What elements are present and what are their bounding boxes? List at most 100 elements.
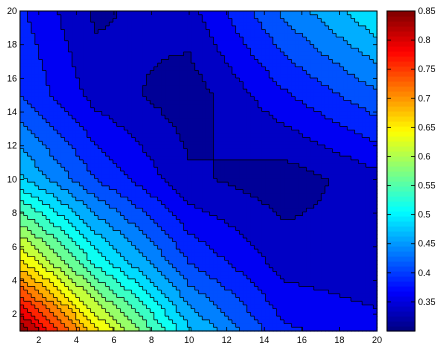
contour-cell (291, 77, 296, 83)
contour-cell (358, 141, 363, 146)
contour-cell (209, 96, 214, 101)
contour-cell (135, 126, 140, 131)
contour-cell (72, 25, 77, 31)
contour-cell (284, 152, 289, 157)
contour-cell (362, 182, 367, 187)
contour-cell (172, 200, 177, 206)
contour-cell (116, 48, 122, 53)
contour-cell (254, 59, 259, 64)
contour-cell (220, 130, 226, 135)
contour-cell (310, 133, 315, 139)
contour-cell (53, 33, 58, 38)
contour-cell (302, 89, 307, 94)
contour-cell (224, 163, 229, 168)
contour-cell (321, 178, 326, 183)
contour-cell (68, 59, 73, 64)
contour-cell (86, 133, 92, 139)
contour-cell (295, 193, 300, 198)
contour-cell (276, 141, 281, 146)
contour-cell (105, 171, 110, 176)
contour-cell (228, 107, 233, 113)
contour-cell (191, 18, 196, 23)
contour-cell (365, 29, 371, 34)
contour-cell (60, 63, 66, 68)
contour-cell (124, 89, 129, 94)
contour-cell (239, 29, 244, 34)
contour-cell (72, 115, 77, 120)
contour-cell (172, 85, 177, 90)
contour-cell (179, 14, 185, 20)
contour-cell (365, 193, 371, 198)
contour-cell (179, 77, 185, 83)
contour-cell (23, 197, 29, 202)
contour-cell (131, 51, 136, 57)
contour-cell (269, 59, 274, 64)
contour-cell (112, 104, 118, 109)
contour-cell (46, 197, 51, 202)
contour-cell (265, 130, 270, 135)
contour-cell (365, 156, 371, 161)
contour-cell (90, 144, 95, 150)
contour-cell (280, 14, 285, 20)
contour-cell (183, 197, 188, 202)
contour-cell (127, 126, 133, 131)
contour-cell (31, 74, 36, 79)
contour-cell (362, 18, 367, 23)
contour-cell (142, 22, 148, 27)
contour-cell (153, 118, 159, 124)
contour-cell (246, 130, 252, 135)
contour-cell (176, 25, 181, 31)
contour-cell (153, 96, 159, 101)
contour-cell (317, 107, 322, 113)
contour-cell (116, 63, 122, 68)
contour-cell (354, 163, 360, 168)
contour-cell (34, 118, 40, 124)
contour-cell (317, 85, 322, 90)
contour-cell (139, 141, 144, 146)
contour-cell (34, 171, 40, 176)
contour-cell (254, 167, 259, 172)
contour-cell (239, 85, 244, 90)
contour-cell (347, 193, 352, 198)
contour-cell (321, 81, 326, 87)
contour-cell (27, 193, 32, 198)
contour-cell (284, 126, 289, 131)
contour-cell (202, 14, 207, 20)
contour-cell (161, 25, 166, 31)
contour-cell (49, 115, 55, 120)
contour-cell (23, 44, 29, 49)
contour-cell (261, 178, 267, 183)
contour-cell (165, 159, 170, 165)
contour-cell (235, 104, 241, 109)
contour-cell (116, 193, 122, 198)
contour-cell (306, 14, 311, 20)
contour-cell (68, 44, 73, 49)
contour-cell (287, 200, 293, 206)
contour-cell (139, 37, 144, 42)
contour-cell (49, 178, 55, 183)
contour-cell (131, 152, 136, 157)
contour-cell (27, 141, 32, 146)
contour-cell (217, 44, 222, 49)
contour-cell (209, 29, 214, 34)
contour-cell (194, 104, 200, 109)
contour-cell (68, 89, 73, 94)
contour-cell (310, 182, 315, 187)
contour-cell (265, 122, 270, 127)
contour-cell (94, 51, 99, 57)
contour-cell (101, 185, 107, 191)
contour-cell (34, 92, 40, 98)
contour-cell (90, 48, 95, 53)
contour-cell (172, 118, 177, 124)
contour-cell (339, 133, 345, 139)
contour-cell (365, 167, 371, 172)
contour-cell (109, 55, 114, 60)
contour-cell (20, 159, 25, 165)
contour-cell (310, 189, 315, 194)
contour-cell (64, 174, 69, 180)
contour-cell (362, 156, 367, 161)
contour-cell (272, 85, 278, 90)
contour-cell (202, 178, 207, 183)
contour-cell (373, 55, 378, 60)
contour-cell (135, 182, 140, 187)
